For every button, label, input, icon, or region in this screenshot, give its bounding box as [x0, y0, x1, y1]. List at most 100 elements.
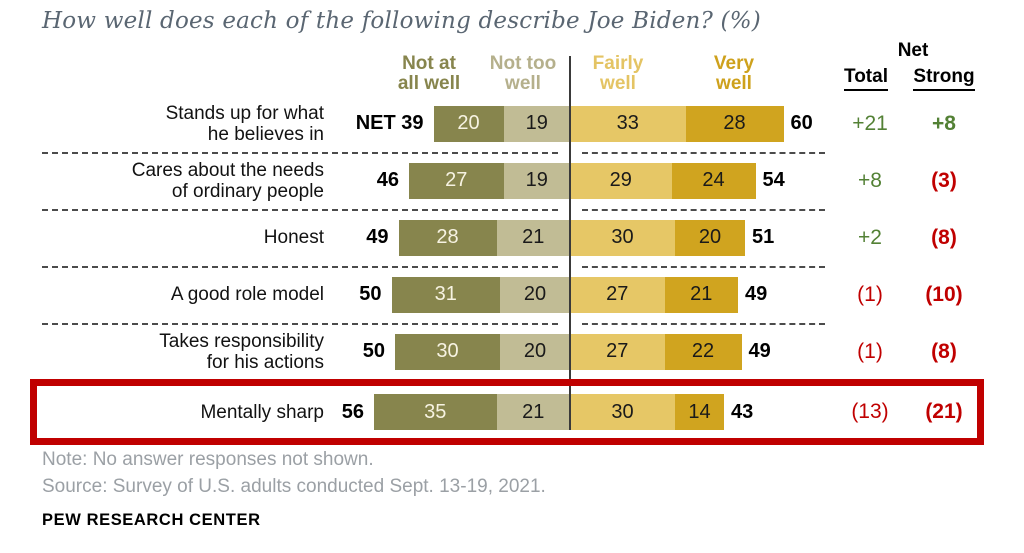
- bar-segment-fairly-well: 29: [570, 162, 672, 199]
- bars-right: 29 24 54: [570, 162, 832, 199]
- net-strong-value: (10): [925, 282, 963, 306]
- row-label-line: of ordinary people: [171, 180, 324, 202]
- row-separator: [42, 152, 558, 154]
- header-line: Not at: [402, 53, 456, 74]
- row-label-line: Cares about the needs: [131, 159, 324, 181]
- bar-segment-not-too-well: 19: [503, 105, 570, 142]
- bars-left: 50 30 20: [330, 333, 570, 370]
- row-label: Takes responsibility for his actions: [0, 331, 330, 373]
- bar-segment-not-too-well: 20: [500, 333, 570, 370]
- net-total-value: +2: [858, 225, 882, 249]
- row-separator: [582, 209, 825, 211]
- bars-right: 27 22 49: [570, 333, 832, 370]
- bar-segment-fairly-well: 27: [570, 333, 665, 370]
- right-total: 49: [748, 340, 771, 362]
- header-net: Net: [897, 40, 929, 61]
- header-not-at-all-well: Not at all well: [369, 54, 489, 94]
- header-very-well: Very well: [674, 54, 794, 94]
- header-net-total: Total: [826, 66, 906, 91]
- chart-row: Mentally sharp 56 35 21 30 14 43 (13) (21): [0, 380, 1024, 444]
- bars-right: 30 20 51: [570, 219, 832, 256]
- chart-row: Takes responsibility for his actions 50 30 2…: [0, 323, 1024, 380]
- header-fairly-well: Fairly well: [558, 54, 678, 94]
- bar-segment-very-well: 20: [675, 219, 745, 256]
- chart-row: Honest 49 28 21 30 20 51 +2 (8): [0, 209, 1024, 266]
- pew-research-center-logo: PEW RESEARCH CENTER: [42, 511, 261, 529]
- right-total: 51: [752, 226, 775, 248]
- bars-right: 27 21 49: [570, 276, 832, 313]
- bar-segment-not-too-well: 20: [500, 276, 570, 313]
- net-strong-value: +8: [932, 111, 956, 135]
- row-label-line: Stands up for what: [165, 102, 324, 124]
- net-left-total: 50: [359, 283, 382, 305]
- row-label: Stands up for what he believes in: [0, 103, 330, 145]
- header-not-too-well: Not too well: [463, 54, 583, 94]
- row-label: Mentally sharp: [0, 402, 330, 423]
- header-net-total-label: Total: [844, 66, 888, 91]
- header-net-strong: Strong: [904, 66, 984, 91]
- bar-segment-fairly-well: 33: [570, 105, 686, 142]
- chart-title: How well does each of the following desc…: [42, 8, 761, 34]
- bar-segment-fairly-well: 30: [570, 219, 675, 256]
- bar-segment-not-too-well: 19: [503, 162, 570, 199]
- net-strong-value: (3): [931, 168, 957, 192]
- row-label-line: Takes responsibility: [159, 330, 324, 352]
- net-strong-value: (8): [931, 225, 957, 249]
- net-left-total: 49: [366, 226, 389, 248]
- header-line: well: [505, 73, 541, 94]
- chart-rows: Stands up for what he believes in NET 39 20…: [0, 95, 1024, 444]
- header-line: well: [716, 73, 752, 94]
- chart-row: Cares about the needs of ordinary people 4…: [0, 152, 1024, 209]
- bars-left: 49 28 21: [330, 219, 570, 256]
- net-total-value: (13): [851, 400, 889, 423]
- header-line: Very: [713, 53, 755, 74]
- bar-segment-fairly-well: 30: [570, 394, 675, 430]
- row-separator: [582, 323, 825, 325]
- row-separator: [42, 323, 558, 325]
- bar-segment-very-well: 28: [685, 105, 784, 142]
- bar-segment-not-at-all-well: 35: [374, 394, 497, 430]
- header-net-strong-label: Strong: [913, 66, 975, 91]
- chart-row: Stands up for what he believes in NET 39 20…: [0, 95, 1024, 152]
- bars-right: 33 28 60: [570, 105, 832, 142]
- chart-row: A good role model 50 31 20 27 21 49 (1) (10): [0, 266, 1024, 323]
- row-label-line: Honest: [263, 227, 324, 248]
- bar-segment-not-at-all-well: 20: [433, 105, 504, 142]
- row-separator: [42, 266, 558, 268]
- net-left-total: 56: [341, 400, 364, 423]
- bar-segment-not-too-well: 21: [496, 219, 570, 256]
- net-strong-value: (8): [931, 339, 957, 363]
- net-left-total: NET 39: [355, 112, 424, 134]
- net-strong-value: (21): [925, 400, 963, 423]
- bar-segment-not-at-all-well: 28: [398, 219, 497, 256]
- center-axis-line: [569, 56, 571, 430]
- bar-segment-very-well: 22: [664, 333, 742, 370]
- bars-left: 56 35 21: [330, 394, 570, 430]
- right-total: 43: [731, 400, 754, 423]
- header-line: Fairly: [592, 53, 644, 74]
- row-separator: [42, 209, 558, 211]
- highlight-box: [30, 379, 984, 445]
- chart-source: Source: Survey of U.S. adults conducted …: [42, 476, 546, 497]
- row-label: Honest: [0, 227, 330, 248]
- header-line: well: [600, 73, 636, 94]
- net-left-total: 46: [376, 169, 399, 191]
- bar-segment-fairly-well: 27: [570, 276, 665, 313]
- bar-segment-very-well: 24: [671, 162, 756, 199]
- row-label-line: he believes in: [207, 123, 324, 145]
- row-label: A good role model: [0, 284, 330, 305]
- net-left-total: 50: [362, 340, 385, 362]
- bar-segment-very-well: 14: [675, 394, 724, 430]
- net-total-value: +21: [852, 111, 888, 135]
- right-total: 49: [745, 283, 768, 305]
- bars-left: NET 39 20 19: [330, 105, 570, 142]
- bar-segment-not-too-well: 21: [496, 394, 570, 430]
- bars-left: 50 31 20: [330, 276, 570, 313]
- row-label: Cares about the needs of ordinary people: [0, 160, 330, 202]
- bar-segment-not-at-all-well: 30: [395, 333, 500, 370]
- right-total: 54: [762, 169, 785, 191]
- bar-segment-not-at-all-well: 27: [409, 162, 504, 199]
- row-label-line: Mentally sharp: [200, 401, 324, 423]
- row-separator: [582, 266, 825, 268]
- net-total-value: (1): [857, 339, 883, 363]
